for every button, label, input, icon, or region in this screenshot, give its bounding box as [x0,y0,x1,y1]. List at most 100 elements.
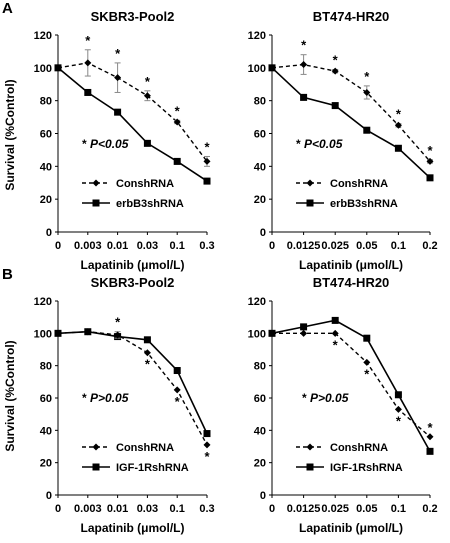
p-value-star: * [82,391,90,405]
significance-star: * [364,69,370,84]
data-point [363,88,371,96]
y-tick-label: 100 [34,63,52,75]
data-point [331,316,339,324]
legend-marker [306,463,314,471]
y-tick-label: 20 [254,458,266,470]
p-value-star: * [82,137,90,151]
data-point [268,64,276,72]
data-point [394,405,402,413]
data-point [54,329,62,337]
p-value-annotation: * P<0.05 [82,137,129,151]
legend-label: ConshRNA [330,178,388,190]
significance-star: * [145,74,151,89]
series-line [272,332,431,438]
x-tick-label: 0.05 [356,240,377,252]
significance-star: * [333,52,339,67]
x-tick-label: 0.025 [321,503,349,515]
series-line [57,330,208,434]
y-tick-label: 100 [34,328,52,340]
y-tick-label: 120 [34,296,52,308]
significance-star: * [175,394,181,409]
chart-1: SKBR3-Pool2 0 20 40 60 80 100 120 0 0.003 0.01 0.03… [3,9,215,272]
data-point [300,61,308,69]
y-tick-label: 60 [254,129,266,141]
x-tick-label: 0.0125 [287,503,321,515]
y-tick-label: 120 [248,30,266,42]
panel-label-a: A [2,0,13,17]
y-tick-label: 100 [248,328,266,340]
significance-star: * [115,315,121,330]
x-tick-label: 0.1 [391,240,406,252]
data-point [300,329,308,337]
legend-label: ConshRNA [116,178,174,190]
x-axis-label: Lapatinib (μmol/L) [299,258,403,272]
data-point [114,108,122,116]
series-line [271,319,431,452]
y-tick-label: 0 [46,490,52,502]
y-axis-label: Survival (%Control) [3,79,17,190]
x-tick-label: 0.05 [356,503,377,515]
legend-marker [92,199,100,207]
data-point [54,64,62,72]
legend-label: IGF-1RshRNA [330,462,403,474]
data-point [84,88,92,96]
legend-marker [92,463,100,471]
p-value-star: * [296,137,304,151]
chart-2: BT474-HR20 0 20 40 60 80 100 120 0 0.0125 0.025 0.0… [248,9,438,272]
y-tick-label: 40 [254,425,266,437]
data-point [173,157,181,165]
series-line [57,67,208,182]
x-tick-label: 0.025 [321,240,349,252]
significance-star: * [204,139,210,154]
x-axis-label: Lapatinib (μmol/L) [299,521,403,535]
data-point [300,323,308,331]
legend-label: ConshRNA [116,442,174,454]
chart-title: BT474-HR20 [313,9,390,24]
y-tick-label: 80 [40,361,52,373]
significance-star: * [175,103,181,118]
legend-label: ConshRNA [330,442,388,454]
y-tick-label: 20 [40,194,52,206]
significance-star: * [85,33,91,48]
p-value-annotation: * P>0.05 [302,391,349,405]
x-tick-label: 0.1 [170,240,185,252]
data-point [394,144,402,152]
data-point [331,329,339,337]
series-line [271,67,431,179]
x-axis-label: Lapatinib (μmol/L) [81,258,185,272]
series-line [271,63,431,162]
x-tick-label: 0.03 [137,240,158,252]
panel-label-b: B [2,266,13,283]
data-point [363,358,371,366]
significance-star: * [333,337,339,352]
y-tick-label: 20 [254,194,266,206]
data-point [203,430,211,438]
y-tick-label: 40 [254,161,266,173]
y-tick-label: 80 [254,96,266,108]
legend-marker [306,443,314,451]
y-tick-label: 60 [40,129,52,141]
data-point [331,67,339,75]
data-point [143,336,151,344]
x-tick-label: 0.1 [170,503,185,515]
significance-star: * [396,413,402,428]
p-value-text: P>0.05 [310,391,349,405]
legend-label: erbB3shRNA [330,198,398,210]
p-value-annotation: * P>0.05 [82,391,129,405]
y-tick-label: 60 [254,393,266,405]
chart-title: BT474-HR20 [313,275,390,290]
significance-star: * [364,366,370,381]
x-tick-label: 0 [269,240,275,252]
y-tick-label: 40 [40,161,52,173]
significance-star: * [427,143,433,158]
significance-star: * [204,449,210,464]
data-point [114,331,122,339]
data-point [143,139,151,147]
legend-marker [306,199,314,207]
x-tick-label: 0 [269,503,275,515]
y-tick-label: 0 [260,490,266,502]
significance-star: * [427,420,433,435]
p-value-star: * [302,391,310,405]
